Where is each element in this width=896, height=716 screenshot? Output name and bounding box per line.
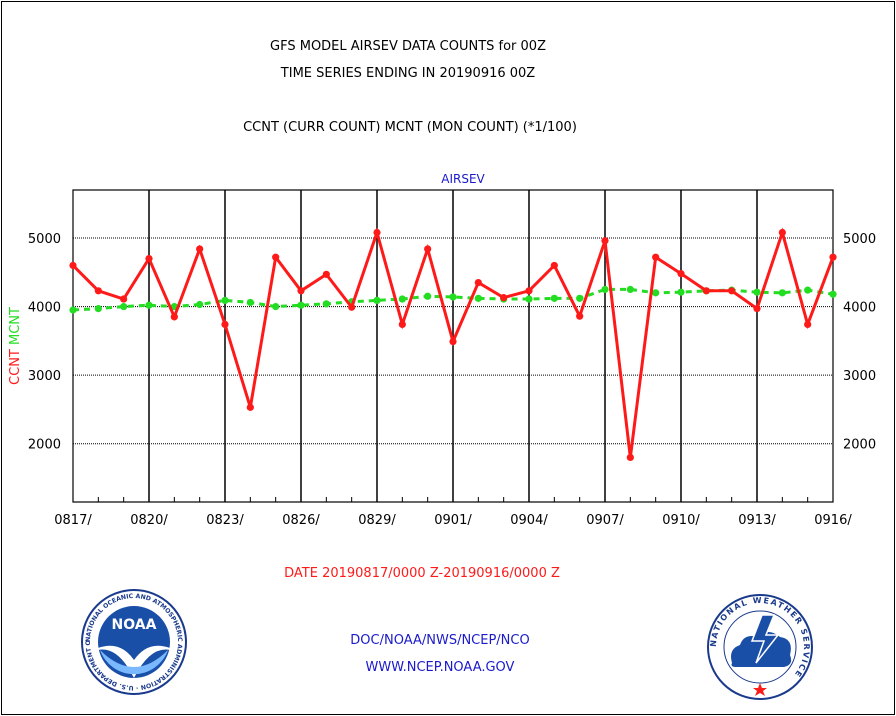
data-point-ccnt — [626, 453, 634, 462]
data-point-mcnt — [474, 294, 482, 302]
x-tick-label: 0817/ — [54, 513, 92, 528]
svg-text:NOAA: NOAA — [112, 617, 157, 633]
data-point-mcnt — [550, 294, 558, 302]
data-point-ccnt — [145, 254, 153, 263]
chart-title-line2: TIME SERIES ENDING IN 20190916 00Z — [280, 66, 536, 81]
data-point-mcnt — [778, 289, 786, 297]
y-tick-label: 4000 — [28, 301, 61, 316]
data-point-ccnt — [753, 305, 761, 313]
data-point-ccnt — [196, 245, 204, 253]
x-tick-label: 0829/ — [358, 513, 396, 528]
y-tick-label-right: 5000 — [843, 232, 876, 247]
data-point-ccnt — [69, 261, 77, 270]
x-tick-label: 0820/ — [130, 513, 168, 528]
data-point-mcnt — [322, 300, 330, 308]
panel-label: AIRSEV — [441, 172, 485, 186]
y-tick-label: 5000 — [28, 232, 61, 247]
data-point-ccnt — [297, 287, 305, 295]
data-point-mcnt — [576, 294, 584, 302]
data-point-mcnt — [373, 296, 381, 304]
x-tick-label: 0823/ — [206, 513, 244, 528]
data-point-mcnt — [145, 301, 153, 309]
data-point-mcnt — [69, 306, 77, 314]
data-point-ccnt — [601, 237, 609, 245]
data-point-mcnt — [94, 305, 102, 313]
website-url[interactable]: WWW.NCEP.NOAA.GOV — [365, 660, 515, 675]
data-point-mcnt — [829, 290, 837, 298]
data-point-mcnt — [272, 302, 280, 311]
data-point-ccnt — [373, 228, 381, 237]
x-tick-label: 0910/ — [662, 513, 700, 528]
x-tick-label: 0913/ — [738, 513, 776, 528]
data-point-ccnt — [322, 270, 330, 278]
data-point-ccnt — [652, 253, 660, 261]
data-point-ccnt — [576, 312, 584, 320]
data-point-ccnt — [804, 320, 812, 328]
data-point-ccnt — [474, 278, 482, 287]
nws-logo: NATIONAL WEATHER SERVICE — [707, 594, 813, 700]
data-point-ccnt — [702, 287, 710, 295]
y-tick-label-right: 2000 — [843, 438, 876, 453]
data-point-ccnt — [500, 294, 508, 302]
data-point-mcnt — [652, 289, 660, 297]
chart-title: GFS MODEL AIRSEV DATA COUNTS for 00Z — [270, 39, 546, 54]
y-label-mcnt: MCNT — [8, 307, 23, 345]
data-point-ccnt — [272, 253, 280, 261]
y-label-ccnt: CCNT — [8, 345, 23, 385]
data-point-mcnt — [196, 300, 204, 309]
data-point-ccnt — [348, 303, 356, 311]
data-point-ccnt — [778, 228, 786, 237]
data-point-mcnt — [626, 285, 634, 294]
org-line: DOC/NOAA/NWS/NCEP/NCO — [350, 633, 530, 648]
chart-subtitle: CCNT (CURR COUNT) MCNT (MON COUNT) (*1/1… — [243, 120, 577, 135]
data-point-ccnt — [728, 287, 736, 295]
data-point-mcnt — [120, 302, 128, 311]
data-point-mcnt — [601, 285, 609, 294]
data-point-mcnt — [297, 301, 305, 309]
data-point-mcnt — [753, 288, 761, 296]
x-tick-label: 0826/ — [282, 513, 320, 528]
data-point-mcnt — [525, 295, 533, 303]
data-point-ccnt — [120, 295, 128, 303]
data-point-ccnt — [550, 261, 558, 270]
data-point-ccnt — [525, 287, 533, 295]
data-point-ccnt — [170, 313, 178, 321]
x-tick-label: 0916/ — [814, 513, 852, 528]
y-tick-label-right: 4000 — [843, 301, 876, 316]
data-point-ccnt — [221, 320, 229, 328]
data-point-ccnt — [246, 403, 254, 411]
x-tick-label: 0907/ — [586, 513, 624, 528]
x-tick-label: 0904/ — [510, 513, 548, 528]
data-point-mcnt — [677, 288, 685, 296]
data-point-mcnt — [449, 293, 457, 301]
data-point-ccnt — [94, 287, 102, 295]
data-point-ccnt — [398, 320, 406, 328]
data-point-mcnt — [804, 286, 812, 294]
y-axis-label: CCNT MCNT — [8, 307, 23, 385]
y-tick-label-right: 3000 — [843, 369, 876, 384]
y-tick-label: 3000 — [28, 369, 61, 384]
data-point-mcnt — [424, 292, 432, 300]
data-point-mcnt — [221, 296, 229, 304]
data-point-ccnt — [677, 270, 685, 278]
data-point-ccnt — [449, 337, 457, 346]
y-tick-label: 2000 — [28, 438, 61, 453]
x-tick-label: 0901/ — [434, 513, 472, 528]
date-range-label: DATE 20190817/0000 Z-20190916/0000 Z — [284, 566, 560, 581]
data-point-mcnt — [398, 295, 406, 303]
noaa-logo: NATIONAL OCEANIC AND ATMOSPHERIC ADMINIS… — [80, 588, 187, 695]
data-point-ccnt — [829, 253, 837, 261]
data-point-mcnt — [246, 298, 254, 307]
data-point-ccnt — [424, 245, 432, 253]
